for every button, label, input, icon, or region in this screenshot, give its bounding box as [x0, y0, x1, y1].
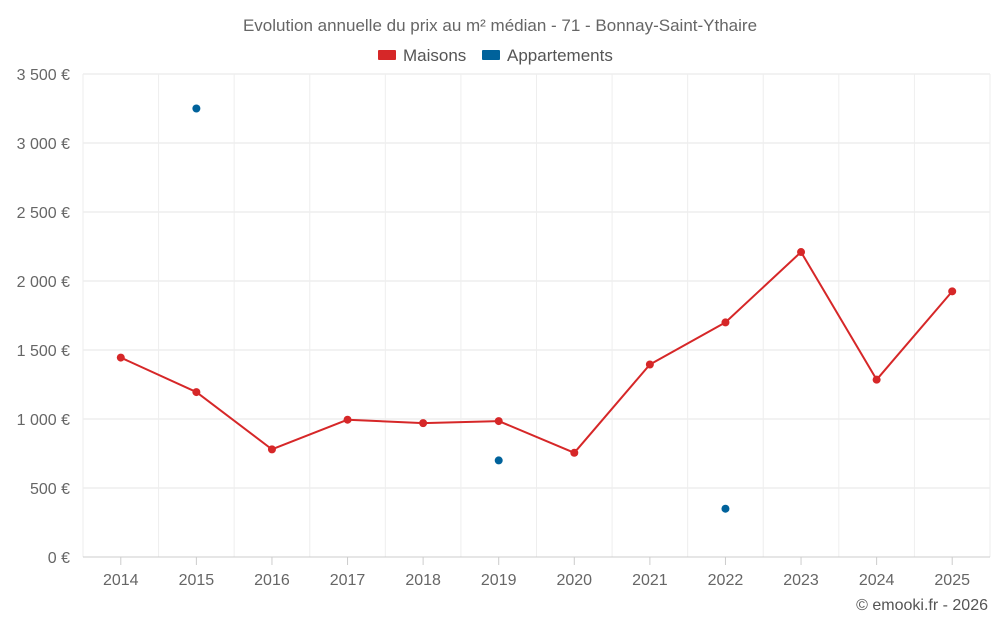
data-point-maisons-2025[interactable] — [948, 287, 957, 296]
data-point-appartements-2015[interactable] — [192, 104, 201, 113]
data-point-maisons-2017[interactable] — [343, 415, 352, 424]
x-tick-label: 2018 — [405, 572, 441, 589]
x-tick-label: 2022 — [708, 572, 744, 589]
grid — [82, 73, 991, 557]
data-point-maisons-2016[interactable] — [267, 445, 276, 454]
series-line-maisons — [120, 251, 953, 454]
data-point-maisons-2014[interactable] — [116, 353, 125, 362]
y-tick-label: 1 000 € — [17, 412, 70, 429]
x-tick-label: 2025 — [934, 572, 970, 589]
data-point-maisons-2019[interactable] — [494, 417, 503, 426]
y-tick-label: 2 500 € — [17, 205, 70, 222]
legend-item-appartements[interactable]: Appartements — [482, 46, 613, 65]
legend-item-maisons[interactable]: Maisons — [378, 46, 466, 65]
y-tick-label: 3 000 € — [17, 136, 70, 153]
chart-title: Evolution annuelle du prix au m² médian … — [243, 16, 757, 35]
credit-text: © emooki.fr - 2026 — [856, 597, 988, 614]
legend-label-maisons: Maisons — [403, 46, 466, 65]
data-point-maisons-2022[interactable] — [721, 318, 730, 327]
legend: Maisons Appartements — [378, 46, 613, 65]
y-tick-label: 2 000 € — [17, 274, 70, 291]
x-tick-label: 2021 — [632, 572, 668, 589]
data-point-maisons-2018[interactable] — [419, 419, 428, 428]
x-tick-label: 2014 — [103, 572, 139, 589]
x-tick-label: 2016 — [254, 572, 290, 589]
y-tick-label: 1 500 € — [17, 343, 70, 360]
x-tick-label: 2020 — [556, 572, 592, 589]
series-layer — [116, 104, 957, 513]
x-tick-label: 2017 — [330, 572, 366, 589]
data-point-appartements-2019[interactable] — [494, 456, 503, 465]
y-tick-label: 3 500 € — [17, 67, 70, 84]
x-tick-label: 2024 — [859, 572, 895, 589]
y-axis: 0 € 500 € 1 000 € 1 500 € 2 000 € 2 500 € 3 00… — [17, 67, 70, 567]
data-point-appartements-2022[interactable] — [721, 504, 730, 513]
y-tick-label: 500 € — [30, 481, 70, 498]
data-point-maisons-2015[interactable] — [192, 388, 201, 397]
data-point-maisons-2021[interactable] — [645, 360, 654, 369]
x-tick-label: 2023 — [783, 572, 819, 589]
data-point-maisons-2024[interactable] — [872, 375, 881, 384]
y-tick-label: 0 € — [48, 550, 70, 567]
legend-label-appartements: Appartements — [507, 46, 613, 65]
data-point-maisons-2020[interactable] — [570, 448, 579, 457]
x-axis: 2014 2015 2016 2017 2018 2019 2020 2021 2022 2023… — [83, 556, 990, 589]
data-point-maisons-2023[interactable] — [797, 248, 806, 257]
legend-swatch-maisons — [378, 50, 396, 60]
x-tick-label: 2015 — [179, 572, 215, 589]
x-tick-label: 2019 — [481, 572, 517, 589]
legend-swatch-appartements — [482, 50, 500, 60]
